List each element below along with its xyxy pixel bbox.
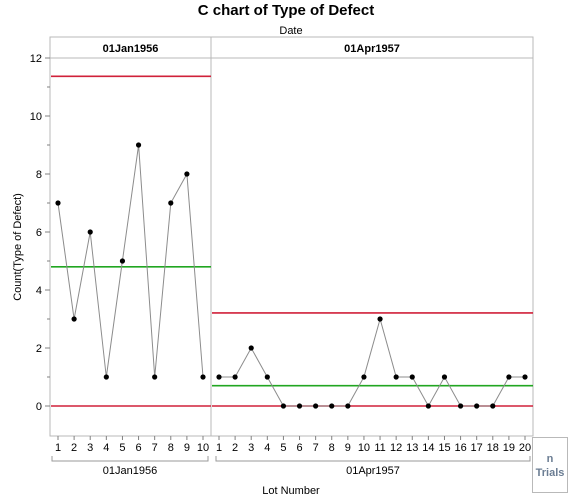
data-point [103, 374, 109, 380]
data-point [329, 403, 335, 409]
data-point [168, 200, 174, 206]
data-point [280, 403, 287, 409]
data-point [345, 403, 351, 409]
x-axis-label: Lot Number [262, 485, 320, 497]
x-tick-label: 6 [135, 442, 141, 454]
x-tick-label: 15 [438, 442, 450, 454]
data-point [216, 374, 222, 380]
x-tick-label: 9 [345, 442, 351, 454]
series-line-1 [219, 317, 525, 408]
x-tick-label: 17 [471, 442, 483, 454]
group-bracket-1 [215, 456, 531, 462]
group-bracket-0 [51, 456, 209, 462]
x-tick-label: 10 [358, 442, 370, 454]
y-tick-label: 2 [36, 343, 42, 355]
data-point [184, 171, 190, 177]
x-tick-label: 6 [296, 442, 302, 454]
x-tick-label: 14 [422, 442, 434, 454]
data-point [87, 229, 93, 235]
x-tick-label: 8 [168, 442, 174, 454]
y-tick-label: 4 [36, 285, 42, 297]
data-point [296, 403, 303, 409]
x-tick-label: 13 [406, 442, 418, 454]
y-axis-label: Count(Type of Defect) [12, 193, 24, 301]
group-header-0: 01Jan1956 [103, 43, 159, 55]
data-point [264, 374, 270, 380]
x-tick-label: 19 [503, 442, 515, 454]
data-point [200, 374, 206, 380]
data-point [71, 316, 77, 322]
trials-label: Trials [535, 467, 565, 479]
x-tick-label: 7 [152, 442, 158, 454]
x-tick-label: 12 [390, 442, 402, 454]
plot-frame [49, 57, 534, 437]
group-axis-label-0: 01Jan1956 [103, 465, 157, 477]
n-label: n [546, 453, 554, 465]
x-tick-label: 4 [264, 442, 270, 454]
data-point [506, 374, 512, 380]
x-tick-label: 11 [374, 442, 385, 454]
group-axis-label-1: 01Apr1957 [346, 465, 400, 477]
data-point [522, 374, 528, 380]
x-tick-label: 5 [280, 442, 286, 454]
data-point [393, 374, 399, 380]
chart-subtitle: Date [279, 25, 302, 37]
x-tick-label: 7 [313, 442, 319, 454]
x-tick-label: 3 [248, 442, 254, 454]
n-trials-legend[interactable]: n Trials [532, 437, 568, 493]
x-tick-label: 9 [184, 442, 190, 454]
data-point [441, 374, 448, 380]
data-point [119, 258, 126, 264]
x-tick-label: 3 [87, 442, 93, 454]
data-point [490, 403, 496, 409]
data-point [361, 374, 367, 380]
x-tick-label: 16 [454, 442, 466, 454]
y-tick-label: 6 [36, 227, 42, 239]
data-point [377, 316, 383, 322]
x-tick-label: 2 [71, 442, 77, 454]
x-tick-label: 4 [103, 442, 109, 454]
y-tick-label: 10 [30, 111, 42, 123]
data-point [474, 403, 480, 409]
series-line-0 [57, 144, 204, 378]
group-header-1: 01Apr1957 [344, 43, 400, 55]
data-point [409, 374, 415, 380]
x-tick-label: 1 [216, 442, 222, 454]
data-point [313, 403, 319, 409]
data-point [425, 403, 431, 409]
data-point [457, 403, 464, 409]
data-point [232, 374, 238, 380]
x-tick-label: 8 [329, 442, 335, 454]
x-tick-label: 10 [197, 442, 209, 454]
x-tick-label: 20 [519, 442, 531, 454]
data-point [55, 200, 61, 206]
x-tick-label: 2 [232, 442, 238, 454]
x-tick-label: 5 [119, 442, 125, 454]
y-tick-label: 0 [36, 401, 42, 413]
x-tick-label: 18 [487, 442, 499, 454]
data-point [152, 374, 158, 380]
chart-title: C chart of Type of Defect [198, 2, 374, 19]
y-tick-label: 12 [30, 53, 42, 65]
data-point [248, 345, 254, 351]
data-point [135, 142, 142, 148]
x-tick-label: 1 [55, 442, 61, 454]
y-tick-label: 8 [36, 169, 42, 181]
